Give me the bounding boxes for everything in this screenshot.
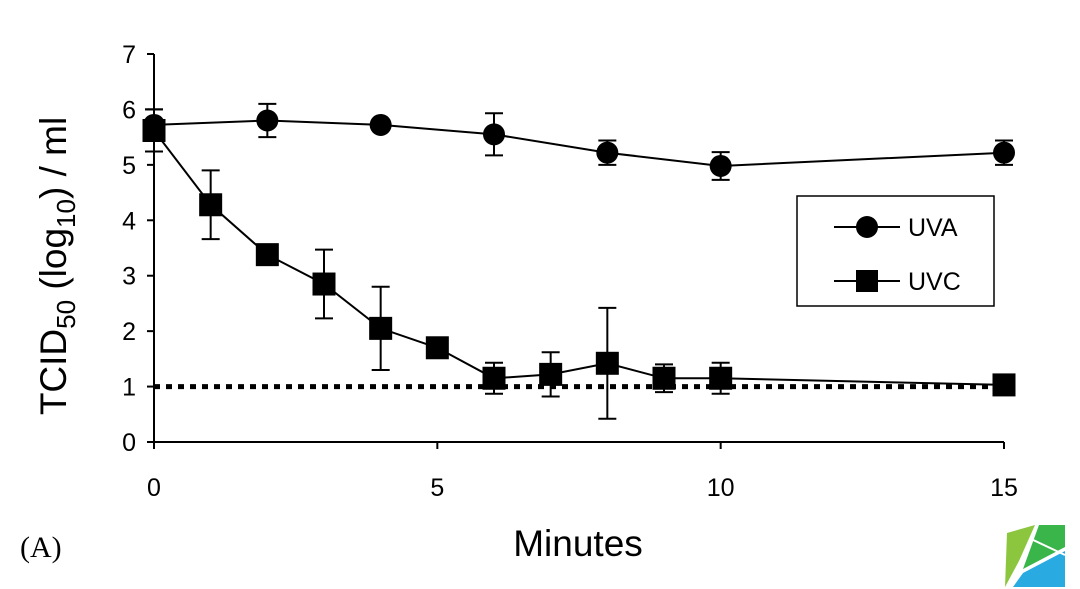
- data-point-uva: [483, 123, 505, 146]
- y-tick-label: 7: [122, 41, 136, 69]
- y-tick-label: 2: [122, 318, 136, 346]
- x-tick-label: 10: [707, 474, 735, 502]
- publisher-logo-icon: [1005, 525, 1066, 587]
- data-point-uvc: [425, 336, 449, 360]
- x-tick-label: 15: [990, 474, 1018, 502]
- series-group: [142, 102, 1016, 420]
- data-point-uvc: [369, 316, 393, 340]
- data-point-uvc: [992, 373, 1016, 397]
- legend-uvc-marker: [856, 270, 878, 292]
- legend-box: [796, 195, 995, 307]
- y-ticks: 0 1 2 3 4 5 6 7: [122, 41, 154, 457]
- y-tick-label: 0: [122, 429, 136, 457]
- data-point-uvc: [595, 351, 619, 375]
- series-uva: [143, 102, 1015, 181]
- y-tick-label: 4: [122, 207, 136, 235]
- data-point-uvc: [709, 366, 733, 390]
- data-point-uva: [256, 109, 279, 132]
- data-point-uvc: [255, 243, 279, 267]
- x-ticks: 0 5 10 15: [147, 442, 1018, 502]
- legend-uva-label: UVA: [908, 214, 958, 242]
- data-point-uvc: [199, 193, 223, 217]
- y-tick-label: 3: [122, 263, 136, 291]
- data-point-uvc: [482, 366, 506, 390]
- data-point-uva: [709, 154, 732, 177]
- legend: UVA UVC: [796, 195, 995, 307]
- legend-uva-marker: [856, 216, 878, 238]
- data-point-uvc: [142, 118, 166, 142]
- data-point-uvc: [539, 362, 563, 386]
- y-tick-label: 1: [122, 374, 136, 402]
- y-axis-title: TCID50 (log10) / ml: [33, 117, 81, 415]
- data-point-uvc: [652, 366, 676, 390]
- legend-uvc-label: UVC: [908, 268, 961, 296]
- x-tick-label: 0: [147, 474, 161, 502]
- y-tick-label: 6: [122, 96, 136, 124]
- y-tick-label: 5: [122, 152, 136, 180]
- data-point-uva: [596, 141, 619, 164]
- x-axis-title: Minutes: [513, 523, 643, 564]
- series-uvc: [142, 108, 1016, 420]
- data-point-uvc: [312, 272, 336, 296]
- series-line-uva: [153, 119, 1005, 168]
- x-tick-label: 5: [430, 474, 444, 502]
- panel-label: (A): [20, 531, 62, 564]
- data-point-uva: [993, 141, 1015, 164]
- data-point-uva: [369, 113, 392, 136]
